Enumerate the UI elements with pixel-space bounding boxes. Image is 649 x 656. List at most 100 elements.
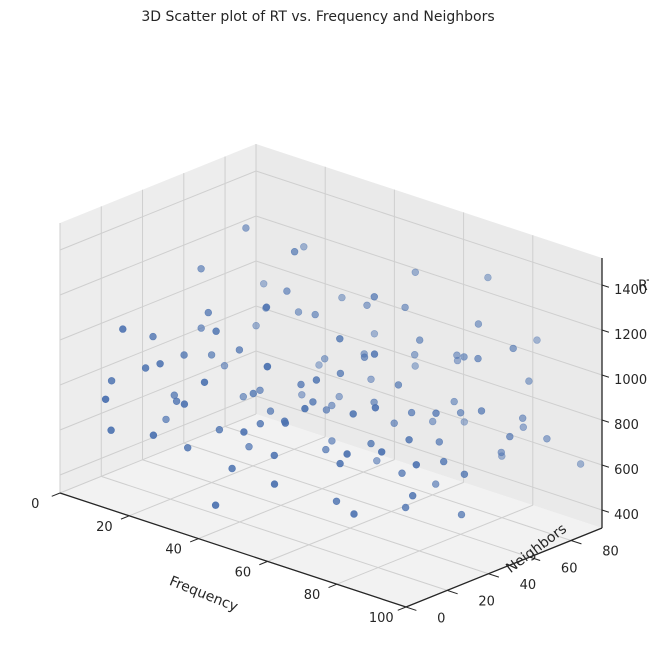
z-tick-label: 400 xyxy=(614,508,639,523)
data-point xyxy=(518,414,527,422)
data-point xyxy=(256,386,264,394)
data-point xyxy=(207,351,216,359)
x-tick xyxy=(259,560,268,566)
data-point xyxy=(370,350,379,358)
grid-line-z xyxy=(59,305,257,386)
data-point xyxy=(409,492,417,500)
y-axis-line xyxy=(405,527,603,608)
data-point xyxy=(200,378,209,386)
data-point xyxy=(315,361,323,369)
z-tick xyxy=(601,284,610,288)
data-point xyxy=(367,439,375,448)
z-tick xyxy=(601,374,610,378)
x-tick xyxy=(51,492,61,497)
z-tick-label: 800 xyxy=(614,418,639,433)
data-point xyxy=(401,303,409,312)
data-point xyxy=(180,351,188,359)
data-point xyxy=(298,391,306,399)
grid-line-z xyxy=(255,215,603,331)
z-tick-label: 1000 xyxy=(614,373,647,388)
y-tick-label: 80 xyxy=(602,545,619,560)
x-tick-label: 100 xyxy=(369,611,394,626)
data-point xyxy=(460,418,468,426)
x-tick xyxy=(120,515,130,520)
left-wall-pane xyxy=(60,144,256,493)
data-point xyxy=(474,320,483,328)
data-point xyxy=(336,459,344,468)
data-point xyxy=(149,332,157,341)
y-tick-label: 20 xyxy=(478,595,495,610)
grid-line-z xyxy=(59,170,257,251)
back-wall-pane xyxy=(256,144,602,528)
data-point xyxy=(240,428,248,436)
data-point xyxy=(197,265,205,273)
data-point xyxy=(212,327,220,335)
data-point xyxy=(543,435,551,443)
x-tick xyxy=(189,538,199,543)
data-points xyxy=(101,224,585,519)
data-point xyxy=(149,431,158,439)
grid-line-x xyxy=(336,504,533,585)
data-point xyxy=(180,400,189,408)
z-axis-label: RT xyxy=(638,278,649,294)
data-point xyxy=(228,464,236,473)
data-point xyxy=(252,322,260,330)
z-tick xyxy=(601,464,610,468)
data-point xyxy=(107,377,116,385)
y-tick xyxy=(570,539,582,545)
data-point xyxy=(338,293,346,302)
x-tick-label: 20 xyxy=(96,520,113,535)
z-tick xyxy=(601,329,610,333)
data-point xyxy=(283,287,291,295)
grid-line-x xyxy=(129,436,326,517)
data-point xyxy=(322,445,330,454)
data-point xyxy=(204,308,213,317)
grid-line-z xyxy=(255,260,603,376)
tick-marks xyxy=(51,284,610,611)
data-point xyxy=(411,351,419,359)
data-point xyxy=(477,407,486,415)
grid-line-y xyxy=(101,475,448,591)
data-point xyxy=(349,410,357,418)
data-point xyxy=(450,397,458,406)
data-point xyxy=(411,362,419,370)
x-tick xyxy=(397,606,407,611)
data-point xyxy=(336,335,344,343)
data-point xyxy=(249,389,258,398)
data-point xyxy=(170,391,179,399)
data-point xyxy=(270,451,278,460)
y-tick xyxy=(488,573,500,578)
data-point xyxy=(390,419,398,427)
grid-line-z xyxy=(255,305,603,421)
grid-line-z xyxy=(59,395,257,476)
data-point xyxy=(474,354,482,363)
x-tick-label: 0 xyxy=(31,497,39,512)
x-axis-line xyxy=(59,492,407,608)
grid-line-x xyxy=(198,459,395,540)
grid-line-z xyxy=(255,170,603,286)
grid-line-y xyxy=(142,459,489,575)
grid-line-y xyxy=(183,442,530,558)
data-point xyxy=(312,376,321,384)
data-point xyxy=(460,353,468,361)
grid-line-z xyxy=(59,260,257,341)
data-point xyxy=(460,470,469,478)
data-point xyxy=(350,510,358,518)
data-point xyxy=(322,406,331,414)
chart-title: 3D Scatter plot of RT vs. Frequency and … xyxy=(141,9,494,25)
y-tick-label: 40 xyxy=(520,578,537,593)
data-point xyxy=(343,450,351,458)
data-point xyxy=(262,303,271,311)
z-tick xyxy=(601,419,610,423)
data-point xyxy=(576,460,585,468)
data-point xyxy=(141,364,150,372)
data-point xyxy=(301,404,309,413)
data-point xyxy=(371,404,380,412)
data-point xyxy=(457,510,466,519)
y-tick-label: 0 xyxy=(437,611,445,626)
data-point xyxy=(184,444,192,452)
x-tick xyxy=(328,583,337,588)
floor-pane xyxy=(60,414,602,607)
data-point xyxy=(197,324,205,332)
data-point xyxy=(211,501,220,509)
